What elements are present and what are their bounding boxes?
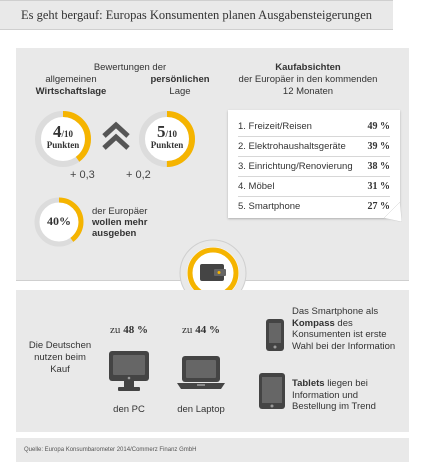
page-title: Es geht bergauf: Europas Konsumenten pla… (0, 0, 393, 30)
spend-text: der Europäer wollen mehr ausgeben (92, 206, 172, 239)
list-item: 1. Freizeit/Reisen 49 % (238, 116, 390, 136)
pc-share-value: 48 % (123, 324, 148, 336)
tablet-text-line1-rest: liegen bei (324, 378, 368, 389)
source-note: Quelle: Europa Konsumbarometer 2014/Comm… (24, 447, 197, 453)
laptop-share-value: 44 % (195, 324, 220, 336)
laptop-share-prefix: zu (182, 324, 193, 336)
list-item-value: 39 % (367, 140, 391, 152)
divider (238, 196, 390, 197)
ratings-right-label: persönlichen Lage (135, 74, 225, 98)
intentions-heading-line3: 12 Monaten (282, 86, 334, 97)
right-score: 5 (156, 122, 166, 141)
tablet-text-line2: Information und (292, 389, 359, 401)
list-item-value: 31 % (367, 180, 391, 192)
list-item: 2. Elektrohaushaltsgeräte 39 % (238, 136, 390, 156)
smartphone-text-line2: Kompass des (292, 318, 408, 330)
ratings-right-label-line2: Lage (169, 86, 191, 97)
divider (238, 136, 390, 137)
smartphone-text-line2-rest: des (334, 317, 353, 329)
pc-share: zu 48 % (106, 324, 152, 336)
list-item-label: 1. Freizeit/Reisen (238, 120, 312, 132)
list-item-label: 2. Elektrohaushaltsgeräte (238, 140, 346, 152)
divider (238, 156, 390, 157)
right-rating-value: 5/10 Punkten (138, 122, 196, 150)
list-item-label: 4. Möbel (238, 180, 275, 192)
laptop-icon (177, 356, 225, 389)
left-score-denominator: /10 (61, 129, 73, 139)
ratings-left-label-line2: Wirtschaftslage (35, 86, 107, 97)
right-score-denominator: /10 (165, 129, 177, 139)
divider (238, 176, 390, 177)
page-title-text: Es geht bergauf: Europas Konsumenten pla… (20, 7, 373, 22)
spend-text-line1: der Europäer (92, 206, 148, 217)
laptop-share: zu 44 % (176, 324, 226, 336)
smartphone-text: Das Smartphone als Kompass des Konsument… (292, 306, 408, 352)
left-score: 4 (52, 122, 62, 141)
intentions-heading: Kaufabsichten der Europäer in den kommen… (228, 62, 388, 98)
chevron-up-icon (102, 121, 130, 150)
devices-intro-line1: Die Deutschen (28, 340, 92, 351)
list-item: 5. Smartphone 27 % (238, 196, 390, 216)
smartphone-text-line3: Konsumenten ist erste (292, 329, 387, 340)
pc-label: den PC (113, 404, 145, 415)
intentions-list: 1. Freizeit/Reisen 49 % 2. Elektrohaushal… (228, 110, 400, 218)
ratings-left-label: allgemeinen Wirtschaftslage (26, 74, 116, 98)
right-delta: + 0,2 (126, 169, 151, 181)
left-score-unit: Punkten (46, 140, 80, 150)
intentions-heading-line1: Kaufabsichten (275, 62, 341, 73)
laptop-label: den Laptop (177, 404, 225, 415)
tablet-text-emphasis: Tablets (292, 378, 325, 389)
devices-intro: Die Deutschen nutzen beim Kauf (24, 340, 96, 376)
pc-share-prefix: zu (110, 324, 121, 336)
list-item-label: 5. Smartphone (238, 200, 301, 212)
devices-intro-line3: Kauf (50, 364, 70, 375)
spend-arc (34, 197, 84, 247)
devices-intro-line2: nutzen beim (34, 352, 86, 363)
spend-text-line2: wollen mehr (92, 217, 148, 228)
ratings-right-label-line1: persönlichen (150, 74, 210, 85)
list-item-value: 38 % (367, 160, 391, 172)
spend-ring (34, 197, 84, 247)
divider-line-right (245, 280, 409, 281)
spend-text-line3: ausgeben (92, 228, 137, 239)
wallet-icon (179, 239, 247, 307)
smartphone-text-line1: Das Smartphone als (292, 306, 379, 317)
left-rating-arc (35, 111, 91, 167)
ratings-heading: Bewertungen der (93, 62, 167, 73)
right-rating-arc (139, 111, 195, 167)
list-item-label: 3. Einrichtung/Renovierung (238, 160, 353, 172)
list-item-value: 27 % (367, 200, 391, 212)
footer-panel (16, 438, 409, 462)
smartphone-icon (266, 319, 284, 351)
tablet-icon (259, 373, 285, 409)
intentions-heading-line2: der Europäer in den kommenden (238, 74, 378, 85)
spend-percent: 40% (47, 214, 71, 228)
list-item: 4. Möbel 31 % (238, 176, 390, 196)
tablet-text: Tablets liegen bei Information und Beste… (292, 378, 408, 413)
tablet-text-line1: Tablets liegen bei (292, 378, 408, 390)
divider-line-left (16, 280, 181, 281)
smartphone-text-line4: Wahl bei der Information (292, 340, 396, 352)
list-item-value: 49 % (367, 120, 391, 132)
right-rating-ring (139, 111, 195, 167)
left-rating-ring (35, 111, 91, 167)
desktop-pc-icon (109, 351, 149, 391)
right-score-unit: Punkten (150, 140, 184, 150)
left-rating-value: 4/10 Punkten (34, 122, 92, 150)
smartphone-text-emphasis: Kompass (292, 317, 335, 329)
ratings-left-label-line1: allgemeinen (45, 74, 97, 85)
left-delta: + 0,3 (70, 169, 95, 181)
list-item: 3. Einrichtung/Renovierung 38 % (238, 156, 390, 176)
paper-curl (384, 202, 402, 222)
tablet-text-line3: Bestellung im Trend (292, 401, 376, 412)
